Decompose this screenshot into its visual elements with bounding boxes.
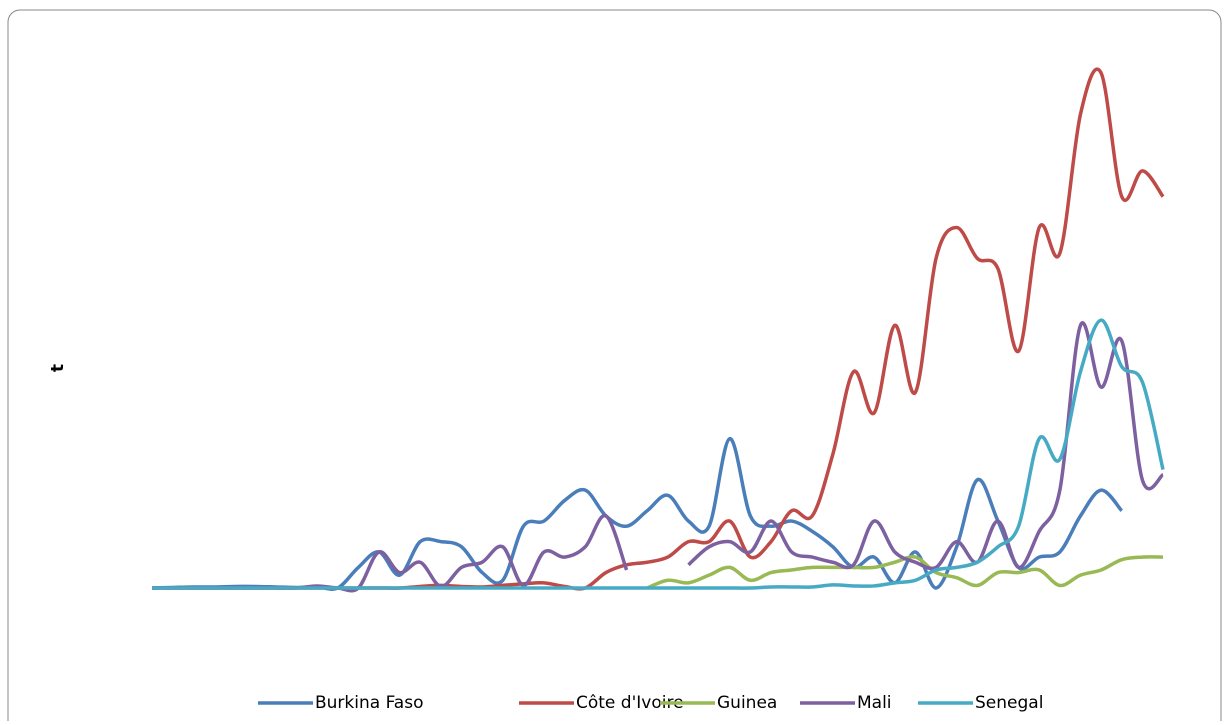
legend-label: Guinea xyxy=(717,693,777,713)
legend-label: Senegal xyxy=(975,693,1043,713)
legend-label: Côte d'Ivoire xyxy=(576,693,684,713)
y-axis-label: t xyxy=(48,364,68,372)
legend-label: Burkina Faso xyxy=(315,693,423,713)
series-line xyxy=(151,318,1165,590)
chart-frame xyxy=(7,9,1222,725)
legend-label: Mali xyxy=(857,693,892,713)
